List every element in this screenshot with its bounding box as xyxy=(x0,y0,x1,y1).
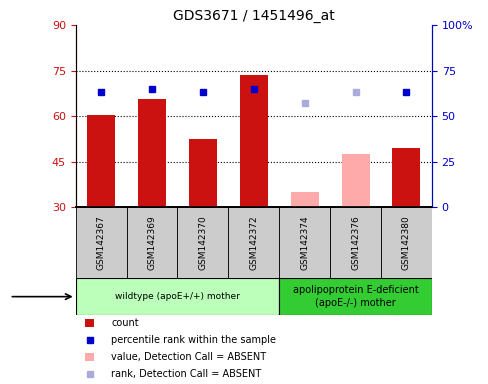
Bar xyxy=(279,278,432,315)
Bar xyxy=(228,207,279,278)
Bar xyxy=(76,207,126,278)
Bar xyxy=(178,207,228,278)
Text: GSM142380: GSM142380 xyxy=(402,215,411,270)
Bar xyxy=(291,192,319,207)
Text: GSM142376: GSM142376 xyxy=(351,215,360,270)
Text: value, Detection Call = ABSENT: value, Detection Call = ABSENT xyxy=(111,352,266,362)
Bar xyxy=(392,148,421,207)
Text: GSM142374: GSM142374 xyxy=(300,215,309,270)
Bar xyxy=(85,319,94,328)
Text: apolipoprotein E-deficient
(apoE-/-) mother: apolipoprotein E-deficient (apoE-/-) mot… xyxy=(293,285,418,308)
Bar xyxy=(330,207,381,278)
Text: GSM142367: GSM142367 xyxy=(97,215,105,270)
Text: GSM142372: GSM142372 xyxy=(249,215,258,270)
Text: count: count xyxy=(111,318,139,328)
Bar xyxy=(76,278,279,315)
Bar xyxy=(279,207,330,278)
Title: GDS3671 / 1451496_at: GDS3671 / 1451496_at xyxy=(173,8,335,23)
Bar xyxy=(87,115,115,207)
Text: rank, Detection Call = ABSENT: rank, Detection Call = ABSENT xyxy=(111,369,262,379)
Text: wildtype (apoE+/+) mother: wildtype (apoE+/+) mother xyxy=(115,292,240,301)
Text: percentile rank within the sample: percentile rank within the sample xyxy=(111,335,276,345)
Text: GSM142369: GSM142369 xyxy=(147,215,157,270)
Bar xyxy=(189,139,217,207)
Bar xyxy=(126,207,178,278)
Bar xyxy=(138,99,166,207)
Bar xyxy=(85,353,94,361)
Text: GSM142370: GSM142370 xyxy=(198,215,207,270)
Bar xyxy=(240,75,268,207)
Bar xyxy=(342,154,369,207)
Bar xyxy=(381,207,432,278)
